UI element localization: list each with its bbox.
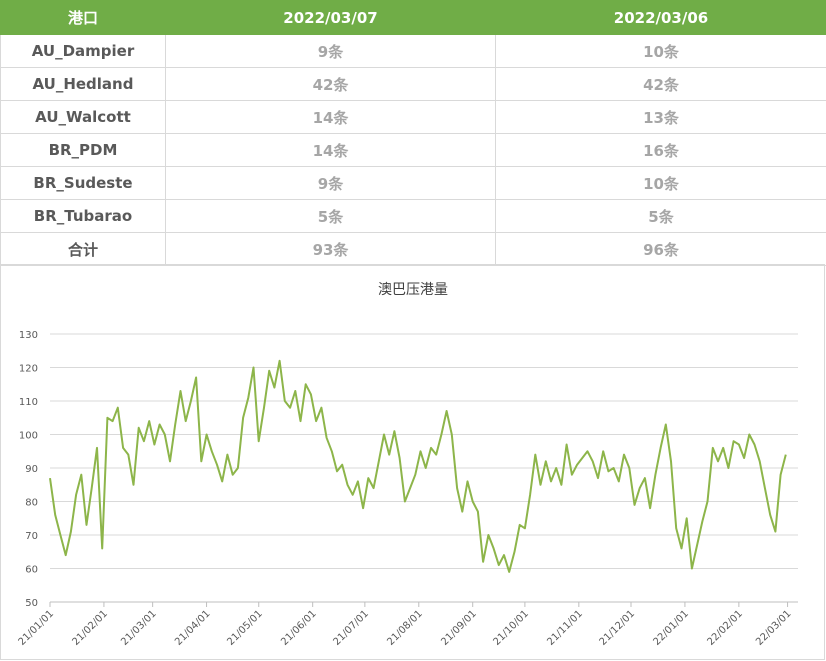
x-tick-label: 21/06/01 (279, 608, 319, 648)
table-row: AU_Dampier 9条 10条 (0, 34, 826, 68)
count-date-2: 5条 (495, 199, 826, 233)
x-tick-label: 21/10/01 (491, 608, 531, 648)
count-date-1: 5条 (165, 199, 496, 233)
port-name: AU_Hedland (0, 67, 166, 101)
table-row: BR_Tubarao 5条 5条 (0, 199, 826, 233)
count-date-2: 10条 (495, 34, 826, 68)
count-date-2: 16条 (495, 133, 826, 167)
port-table: 港口 2022/03/07 2022/03/06 AU_Dampier 9条 1… (0, 0, 826, 266)
chart-frame (0, 264, 825, 660)
table-header-row: 港口 2022/03/07 2022/03/06 (0, 0, 826, 35)
x-tick-label: 22/02/01 (705, 608, 745, 648)
count-date-2: 13条 (495, 100, 826, 134)
y-tick-label: 130 (19, 330, 38, 341)
x-tick-label: 21/07/01 (331, 608, 371, 648)
y-tick-label: 70 (25, 531, 38, 542)
x-tick-label: 21/01/01 (17, 608, 57, 648)
x-tick-label: 21/02/01 (71, 608, 111, 648)
series-line (49, 359, 787, 573)
y-tick-label: 90 (25, 464, 38, 475)
header-date-2: 2022/03/06 (495, 0, 826, 35)
x-tick-label: 21/11/01 (545, 608, 585, 648)
header-date-1: 2022/03/07 (165, 0, 496, 35)
count-date-1: 9条 (165, 34, 496, 68)
table-row: BR_Sudeste 9条 10条 (0, 166, 826, 200)
total-date-1: 93条 (165, 232, 496, 266)
y-tick-label: 110 (19, 397, 38, 408)
count-date-1: 9条 (165, 166, 496, 200)
count-date-1: 42条 (165, 67, 496, 101)
x-tick-label: 21/09/01 (439, 608, 479, 648)
count-date-1: 14条 (165, 100, 496, 134)
series-group (49, 359, 787, 573)
y-tick-label: 60 (25, 565, 38, 576)
total-date-2: 96条 (495, 232, 826, 266)
table-row: BR_PDM 14条 16条 (0, 133, 826, 167)
count-date-2: 42条 (495, 67, 826, 101)
y-tick-label: 100 (19, 431, 38, 442)
port-name: AU_Dampier (0, 34, 166, 68)
total-label: 合计 (0, 232, 166, 266)
x-tick-label: 21/08/01 (385, 608, 425, 648)
header-port: 港口 (0, 0, 166, 35)
x-axis: 21/01/01 21/02/01 21/03/01 21/04/01 21/05/01… (17, 602, 794, 648)
y-axis: 50 60 70 80 90 100 110 120 130 (19, 330, 38, 609)
x-tick-label: 21/05/01 (225, 608, 265, 648)
x-tick-label: 21/12/01 (598, 608, 638, 648)
port-name: AU_Walcott (0, 100, 166, 134)
table-row: AU_Walcott 14条 13条 (0, 100, 826, 134)
chart-title: 澳巴压港量 (378, 282, 448, 298)
port-name: BR_PDM (0, 133, 166, 167)
count-date-1: 14条 (165, 133, 496, 167)
x-tick-label: 22/03/01 (754, 608, 794, 648)
port-name: BR_Sudeste (0, 166, 166, 200)
y-tick-label: 50 (25, 598, 38, 609)
table-row: AU_Hedland 42条 42条 (0, 67, 826, 101)
port-name: BR_Tubarao (0, 199, 166, 233)
grid-lines (50, 333, 798, 603)
x-tick-label: 21/03/01 (119, 608, 159, 648)
y-tick-label: 120 (19, 364, 38, 375)
y-tick-label: 80 (25, 498, 38, 509)
count-date-2: 10条 (495, 166, 826, 200)
table-row-total: 合计 93条 96条 (0, 232, 826, 266)
x-tick-label: 22/01/01 (652, 608, 692, 648)
x-tick-label: 21/04/01 (173, 608, 213, 648)
